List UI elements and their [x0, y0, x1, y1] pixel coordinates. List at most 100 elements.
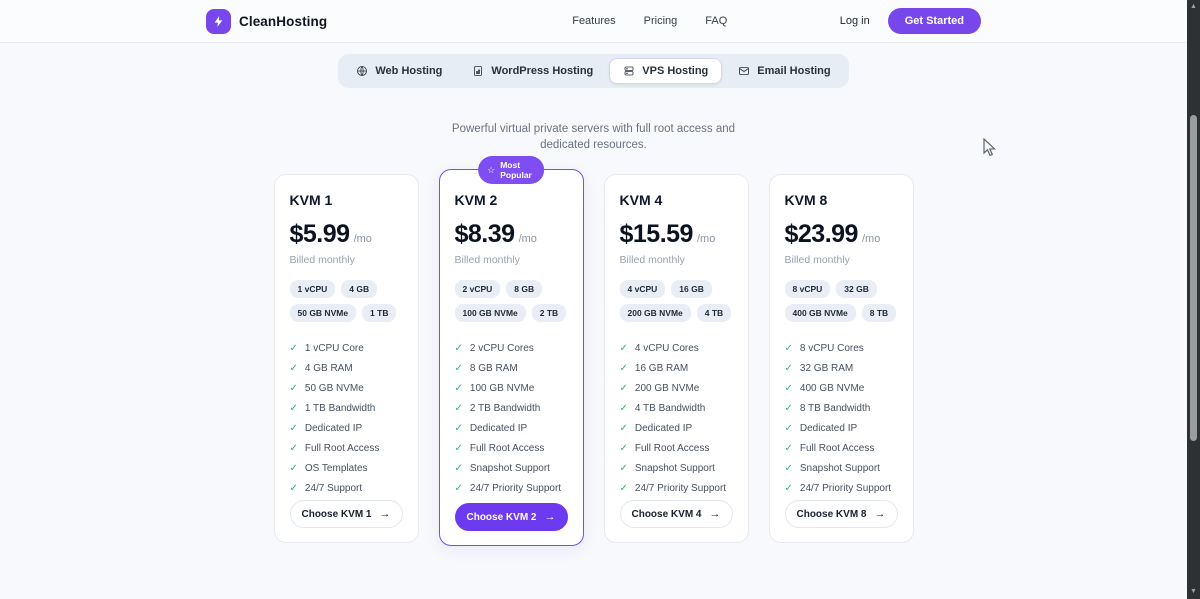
- arrow-right-icon: →: [709, 508, 721, 520]
- feature-list: ✓ 8 vCPU Cores ✓ 32 GB RAM ✓ 400 GB NVMe ✓ 8 TB…: [785, 338, 898, 498]
- tab-web-hosting[interactable]: Web Hosting: [342, 58, 456, 84]
- pricing-cards: KVM 1 $5.99 /mo Billed monthly 1 vCPU 4 G…: [0, 156, 1187, 546]
- feature-item: ✓ 24/7 Priority Support: [784, 482, 892, 494]
- star-icon: ☆: [487, 165, 496, 175]
- check-icon: ✓: [784, 462, 793, 474]
- choose-button-kvm-2[interactable]: Choose KVM 2 →: [454, 503, 568, 531]
- feature-item: ✓ Snapshot Support: [454, 462, 550, 474]
- feature-item: ✓ 4 GB RAM: [289, 362, 353, 374]
- spec-badges: 8 vCPU 32 GB 400 GB NVMe 8 TB: [784, 280, 898, 322]
- check-icon: ✓: [454, 362, 463, 374]
- check-icon: ✓: [619, 422, 628, 434]
- check-icon: ✓: [784, 342, 793, 354]
- feature-item: ✓ Dedicated IP: [454, 422, 528, 434]
- tab-vps-hosting[interactable]: VPS Hosting: [609, 58, 723, 84]
- feature-item: ✓ Full Root Access: [289, 442, 380, 454]
- check-icon: ✓: [619, 342, 628, 354]
- check-icon: ✓: [289, 342, 298, 354]
- document-icon: [472, 65, 484, 77]
- brand[interactable]: CleanHosting: [206, 8, 327, 34]
- feature-item: ✓ 2 vCPU Cores: [454, 342, 534, 354]
- feature-item: ✓ 4 vCPU Cores: [619, 342, 699, 354]
- billing-cycle: Billed monthly: [619, 254, 685, 266]
- check-icon: ✓: [619, 462, 628, 474]
- get-started-button[interactable]: Get Started: [887, 8, 981, 34]
- top-header: CleanHosting Features Pricing FAQ Log in G…: [0, 0, 1187, 43]
- feature-item: ✓ 4 TB Bandwidth: [619, 402, 706, 414]
- plan-name: KVM 4: [619, 192, 663, 208]
- section-subtitle: Powerful virtual private servers with fu…: [451, 123, 736, 151]
- check-icon: ✓: [454, 342, 463, 354]
- feature-item: ✓ 400 GB NVMe: [784, 382, 865, 394]
- check-icon: ✓: [784, 422, 793, 434]
- tab-email-hosting[interactable]: Email Hosting: [724, 58, 844, 84]
- nav-link-faq[interactable]: FAQ: [705, 15, 728, 27]
- bolt-icon: [206, 8, 231, 34]
- feature-item: ✓ 8 TB Bandwidth: [784, 402, 871, 414]
- spec-badge: 8 GB: [506, 280, 543, 298]
- spec-badge: 16 GB: [671, 280, 712, 298]
- spec-badge: 4 TB: [696, 304, 732, 322]
- spec-badges: 2 vCPU 8 GB 100 GB NVMe 2 TB: [454, 280, 568, 322]
- check-icon: ✓: [289, 462, 298, 474]
- scrollbar-thumb[interactable]: [1190, 115, 1197, 441]
- plan-price: $15.59: [619, 220, 694, 248]
- spec-badge: 100 GB NVMe: [454, 304, 526, 322]
- hosting-tabs: Web Hosting WordPress Hosting VPS Hostin…: [338, 54, 849, 88]
- check-icon: ✓: [289, 402, 298, 414]
- feature-item: ✓ Dedicated IP: [289, 422, 363, 434]
- check-icon: ✓: [454, 462, 463, 474]
- billing-cycle: Billed monthly: [454, 254, 520, 266]
- choose-button-kvm-8[interactable]: Choose KVM 8 →: [784, 500, 898, 528]
- plan-name: KVM 1: [289, 192, 333, 208]
- plan-period: /mo: [696, 233, 716, 245]
- main-nav: Features Pricing FAQ: [572, 15, 727, 27]
- check-icon: ✓: [619, 442, 628, 454]
- spec-badge: 32 GB: [836, 280, 877, 298]
- feature-item: ✓ 200 GB NVMe: [619, 382, 700, 394]
- check-icon: ✓: [454, 482, 463, 494]
- spec-badge: 2 TB: [531, 304, 567, 322]
- check-icon: ✓: [619, 362, 628, 374]
- check-icon: ✓: [289, 362, 298, 374]
- plan-period: /mo: [353, 233, 372, 245]
- arrow-right-icon: →: [874, 508, 886, 520]
- plan-card-kvm-2: ☆ Most Popular KVM 2 $8.39 /mo Billed mon…: [438, 156, 584, 546]
- feature-item: ✓ 24/7 Priority Support: [454, 482, 562, 494]
- scroll-up-icon[interactable]: ▲: [1190, 3, 1197, 10]
- feature-item: ✓ Dedicated IP: [784, 422, 858, 434]
- plan-name: KVM 2: [454, 192, 498, 208]
- feature-list: ✓ 1 vCPU Core ✓ 4 GB RAM ✓ 50 GB NVMe ✓ 1 TB Ba…: [290, 338, 403, 498]
- feature-item: ✓ Full Root Access: [619, 442, 710, 454]
- choose-button-kvm-4[interactable]: Choose KVM 4 →: [619, 500, 733, 528]
- nav-link-pricing[interactable]: Pricing: [643, 15, 678, 27]
- nav-link-features[interactable]: Features: [572, 15, 616, 27]
- plan-price: $8.39: [454, 220, 516, 248]
- plan-period: /mo: [518, 233, 537, 245]
- envelope-icon: [738, 65, 750, 77]
- feature-list: ✓ 4 vCPU Cores ✓ 16 GB RAM ✓ 200 GB NVMe ✓ 4 TB…: [620, 338, 733, 498]
- check-icon: ✓: [619, 402, 628, 414]
- feature-item: ✓ 1 vCPU Core: [289, 342, 364, 354]
- feature-item: ✓ 50 GB NVMe: [289, 382, 364, 394]
- login-link[interactable]: Log in: [839, 15, 870, 27]
- plan-name: KVM 8: [784, 192, 828, 208]
- scroll-down-icon[interactable]: ▼: [1190, 588, 1197, 595]
- plan-price: $5.99: [289, 220, 351, 248]
- spec-badge: 400 GB NVMe: [784, 304, 856, 322]
- feature-item: ✓ Snapshot Support: [619, 462, 715, 474]
- check-icon: ✓: [289, 442, 298, 454]
- check-icon: ✓: [454, 382, 463, 394]
- feature-item: ✓ OS Templates: [289, 462, 368, 474]
- spec-badge: 200 GB NVMe: [619, 304, 691, 322]
- spec-badge: 1 vCPU: [289, 280, 336, 298]
- feature-item: ✓ 8 vCPU Cores: [784, 342, 864, 354]
- choose-button-kvm-1[interactable]: Choose KVM 1 →: [289, 500, 403, 528]
- check-icon: ✓: [289, 422, 298, 434]
- plan-card-kvm-4: KVM 4 $15.59 /mo Billed monthly 4 vCPU 16…: [603, 174, 749, 543]
- globe-icon: [356, 65, 368, 77]
- scrollbar[interactable]: ▲ ▼: [1187, 0, 1200, 599]
- check-icon: ✓: [784, 362, 793, 374]
- plan-price: $23.99: [784, 220, 859, 248]
- tab-wordpress-hosting[interactable]: WordPress Hosting: [458, 58, 607, 84]
